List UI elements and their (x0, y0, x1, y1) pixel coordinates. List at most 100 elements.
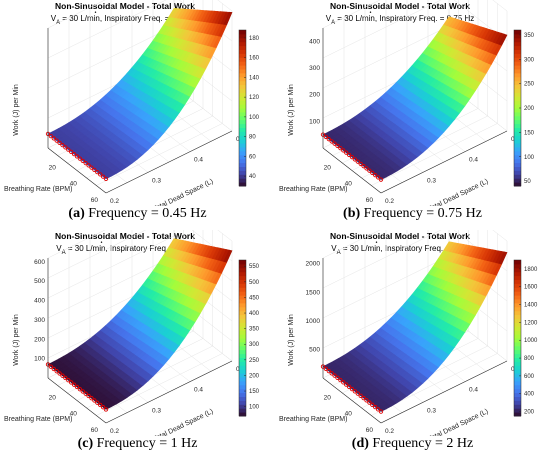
colorbar-tick-label: 350 (249, 327, 260, 333)
data-marker (370, 170, 375, 176)
colorbar-segment (239, 384, 246, 390)
colorbar-segment (514, 388, 521, 394)
caption-tag: (a) (68, 206, 85, 221)
panel-d: Non-Sinusoidal Model - Total Work VA = 30… (275, 230, 550, 460)
colorbar-segment (239, 111, 246, 117)
z-tick-label: 200 (34, 336, 45, 343)
colorbar-segment (239, 314, 246, 319)
data-marker (95, 400, 100, 405)
x-tick-label: 0.4 (194, 157, 203, 164)
colorbar-segment (239, 108, 246, 113)
colorbar-segment (239, 150, 246, 156)
colorbar-segment (239, 396, 246, 401)
colorbar-segment (514, 345, 521, 351)
data-marker (361, 164, 366, 169)
colorbar-tick-label: 180 (249, 36, 260, 42)
data-marker (80, 389, 85, 394)
data-marker (80, 158, 85, 164)
colorbar-segment (239, 275, 246, 280)
grid-line (47, 0, 233, 29)
data-marker (51, 366, 56, 372)
caption-text: Frequency = 1 Hz (93, 436, 198, 451)
panel-caption: (a) Frequency = 0.45 Hz (0, 206, 275, 222)
colorbar-segment (514, 119, 521, 125)
z-tick-label: 300 (34, 317, 45, 324)
x-tick-label: 0.4 (469, 387, 478, 394)
colorbar-segment (239, 365, 246, 370)
y-axis-label: Breathing Rate (BPM) (279, 186, 347, 193)
z-tick-label: 500 (309, 346, 320, 353)
colorbar-tick-label: 1200 (524, 320, 538, 326)
colorbar-segment (514, 283, 521, 288)
colorbar-segment (514, 412, 521, 417)
colorbar-segment (239, 287, 246, 292)
colorbar-segment (514, 310, 521, 316)
colorbar-tick-label: 250 (524, 82, 535, 88)
data-marker (103, 176, 109, 182)
colorbar-segment (239, 147, 246, 152)
colorbar-segment (239, 162, 246, 167)
z-tick-label: 1500 (306, 289, 321, 296)
colorbar-segment (239, 37, 246, 43)
x-tick-label: 0.3 (427, 407, 436, 414)
colorbar-segment (514, 400, 521, 405)
colorbar-segment (514, 45, 521, 50)
colorbar-tick-label: 140 (249, 75, 260, 81)
colorbar-segment (514, 396, 521, 401)
subtitle-dot (369, 11, 372, 13)
y-tick-label: 20 (49, 164, 57, 171)
colorbar-segment (514, 57, 521, 62)
colorbar-segment (514, 408, 521, 413)
data-marker (63, 145, 68, 150)
colorbar-segment (514, 330, 521, 335)
colorbar-tick-label: 200 (524, 106, 535, 112)
x-tick-label: 0.2 (110, 428, 119, 435)
colorbar-segment (514, 341, 521, 347)
surface-patch (223, 249, 233, 263)
colorbar-segment (514, 115, 521, 121)
data-marker (54, 138, 59, 143)
colorbar-segment (514, 318, 521, 323)
z-tick-label: 400 (309, 38, 320, 45)
data-marker (54, 369, 59, 374)
chart-title: Non-Sinusoidal Model - Total Work (55, 1, 195, 11)
colorbar-segment (514, 88, 521, 93)
data-marker (66, 378, 71, 383)
colorbar-segment (239, 330, 246, 335)
panel-b: Non-Sinusoidal Model - Total Work VA = 30… (275, 0, 550, 230)
panel-caption: (c) Frequency = 1 Hz (0, 436, 275, 452)
colorbar-segment (514, 108, 521, 113)
z-tick-label: 100 (34, 356, 45, 363)
colorbar-segment (239, 41, 246, 47)
data-marker (83, 160, 88, 166)
z-axis-label: Work (J) per Min (288, 84, 295, 136)
panel-a: Non-Sinusoidal Model - Total Work VA = 30… (0, 0, 275, 230)
grid-line (47, 230, 233, 259)
colorbar-segment (239, 271, 246, 277)
data-marker (60, 373, 65, 378)
colorbar-segment (239, 88, 246, 93)
colorbar-frame (238, 29, 247, 187)
subtitle-dot (94, 11, 97, 13)
colorbar-tick-label: 100 (249, 115, 260, 121)
colorbar-segment (239, 400, 246, 405)
x-tick-label: 0.3 (152, 177, 161, 184)
data-marker (349, 155, 355, 160)
y-axis-line (322, 147, 382, 194)
data-marker (74, 154, 80, 159)
colorbar-segment (239, 302, 246, 308)
colorbar-segment (514, 53, 521, 58)
data-marker (98, 402, 103, 408)
data-marker (86, 393, 91, 399)
colorbar-segment (514, 147, 521, 152)
y-axis-label: Breathing Rate (BPM) (4, 416, 72, 423)
colorbar-segment (239, 341, 246, 347)
data-marker (57, 140, 62, 146)
data-marker (378, 177, 384, 182)
data-marker (373, 404, 378, 410)
data-marker (329, 139, 334, 144)
colorbar-segment (514, 349, 521, 355)
